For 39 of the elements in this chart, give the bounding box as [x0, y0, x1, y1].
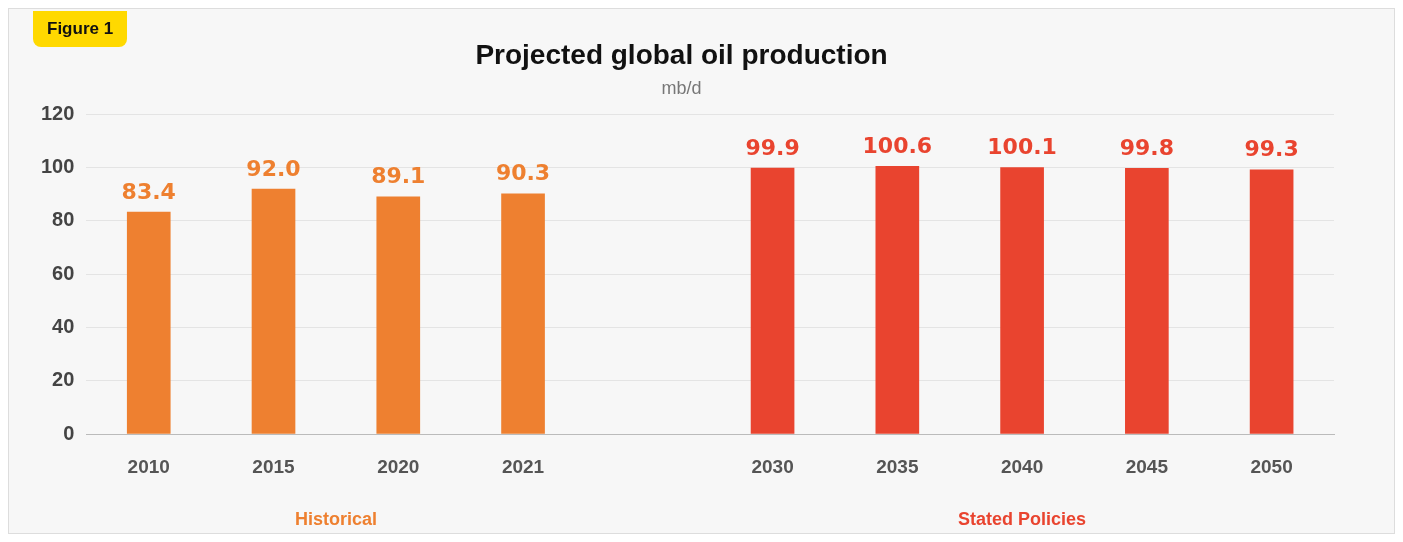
y-tick-label: 0 [63, 421, 75, 444]
x-tick-label: 2015 [252, 455, 296, 477]
y-tick-label: 120 [40, 101, 75, 124]
x-tick-label: 2040 [1000, 455, 1044, 477]
data-label: 83.4 [121, 178, 176, 204]
bar [501, 193, 545, 434]
data-label: 99.9 [745, 134, 800, 160]
x-tick-label: 2020 [377, 455, 420, 477]
bar [1000, 167, 1044, 434]
text: Historical [294, 508, 377, 529]
bar [1249, 169, 1294, 434]
data-label: 90.3 [495, 160, 551, 186]
data-label: 99.8 [1119, 134, 1174, 160]
text: Stated Policies [958, 508, 1087, 529]
x-tick-label: 2021 [501, 455, 545, 477]
bar [750, 167, 795, 434]
data-label: 92.0 [246, 155, 301, 181]
x-tick-label: 2010 [127, 455, 170, 477]
bar [126, 211, 171, 434]
bar [376, 196, 421, 434]
y-tick-label: 80 [52, 208, 75, 231]
x-tick-label: 2045 [1125, 455, 1169, 477]
chart-title: Projected global oil production [475, 38, 888, 70]
x-tick-label: 2035 [876, 455, 919, 477]
bar [251, 188, 296, 434]
data-label: 100.1 [987, 133, 1057, 159]
bar [875, 165, 920, 434]
caption: Figure 1 [33, 11, 128, 47]
x-tick-label: 2050 [1250, 455, 1293, 477]
data-label: 100.6 [862, 132, 933, 158]
chart-subtitle: mb/d [661, 78, 702, 99]
y-tick-label: 60 [52, 261, 75, 284]
bar [1125, 168, 1169, 434]
data-label: 99.3 [1244, 136, 1299, 162]
y-tick-label: 20 [52, 368, 75, 391]
y-tick-label: 40 [52, 315, 75, 338]
data-label: 89.1 [371, 163, 426, 189]
x-tick-label: 2030 [751, 455, 794, 477]
y-tick-label: 100 [40, 155, 75, 178]
